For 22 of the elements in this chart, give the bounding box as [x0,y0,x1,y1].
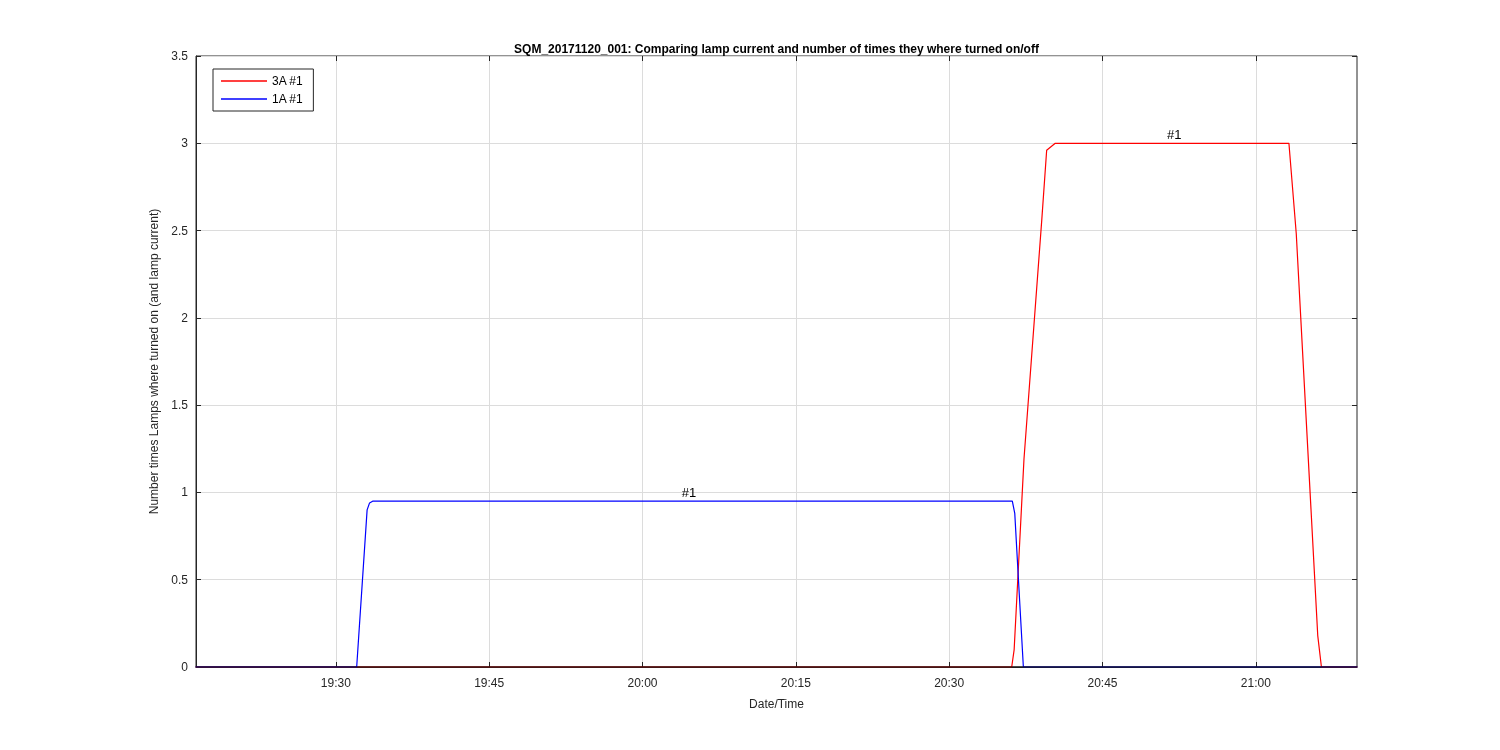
annotation: #1 [681,485,697,501]
y-axis-title: Number times Lamps where turned on (and lamp current) [147,208,162,515]
x-tick-label: 20:30 [934,676,965,690]
x-tick-label: 19:45 [474,676,505,690]
x-axis-title: Date/Time [749,697,805,711]
y-tick-label: 2 [181,310,189,325]
y-tick-label: 0 [181,660,189,674]
x-tick-label: 20:15 [780,676,812,690]
y-tick-label: 2.5 [171,223,189,238]
y-tick-label: 1 [181,485,189,500]
chart-title: SQM_20171120_001: Comparing lamp current and number of times they where turned on/off [514,42,1040,56]
x-tick-label: 20:00 [627,676,658,690]
y-tick-label: 0.5 [171,572,189,587]
y-tick-label: 1.5 [171,398,189,413]
annotation: #1 [1167,127,1182,143]
y-tick-label: 3.5 [171,49,189,63]
x-tick-label: 21:00 [1240,676,1272,690]
legend-label: 1A #1 [272,92,304,106]
legend-label: 3A #1 [272,74,304,88]
x-tick-label: 20:45 [1087,676,1118,690]
x-tick-label: 19:30 [320,676,352,690]
y-tick-label: 3 [181,136,189,151]
